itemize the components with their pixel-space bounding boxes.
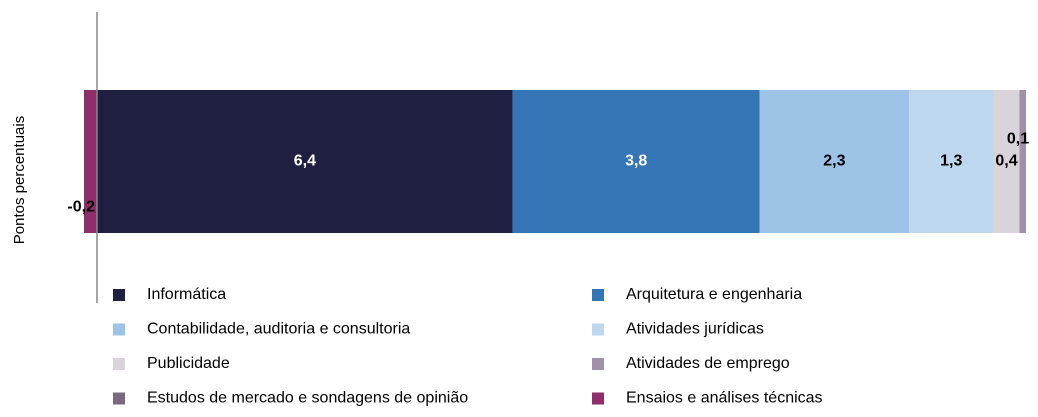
y-axis-label: Pontos percentuais: [11, 116, 28, 244]
legend-label: Contabilidade, auditoria e consultoria: [147, 321, 410, 338]
bar-segment: [909, 90, 994, 233]
legend-swatch: [113, 289, 125, 301]
value-label: 2,3: [823, 153, 845, 170]
legend-label: Atividades de emprego: [626, 355, 790, 372]
legend-swatch: [592, 392, 604, 405]
legend-swatch: [113, 392, 125, 405]
legend-label: Informática: [147, 286, 226, 303]
legend-swatch: [592, 289, 604, 301]
bar-segment: [96, 90, 513, 233]
legend-label: Estudos de mercado e sondagens de opiniã…: [147, 390, 468, 407]
legend-swatch: [113, 323, 125, 336]
bar-segment: [759, 90, 910, 233]
value-label: 1,3: [940, 153, 962, 170]
value-label: 3,8: [625, 153, 647, 170]
bar-segment: [84, 90, 97, 233]
legend-label: Arquitetura e engenharia: [626, 286, 802, 303]
value-label: 6,4: [294, 153, 316, 170]
value-label: -0,2: [67, 199, 95, 216]
legend-swatch: [592, 323, 604, 336]
legend-swatch: [592, 358, 604, 370]
value-label: 0,4: [995, 153, 1017, 170]
legend-swatch: [113, 358, 125, 370]
value-label: 0,1: [1007, 131, 1029, 148]
legend-label: Publicidade: [147, 355, 230, 372]
bar-segment: [512, 90, 760, 233]
bar-segment: [1019, 90, 1026, 233]
legend-label: Atividades jurídicas: [626, 321, 764, 338]
bar-segment: [993, 90, 1020, 233]
legend-label: Ensaios e análises técnicas: [626, 390, 823, 407]
